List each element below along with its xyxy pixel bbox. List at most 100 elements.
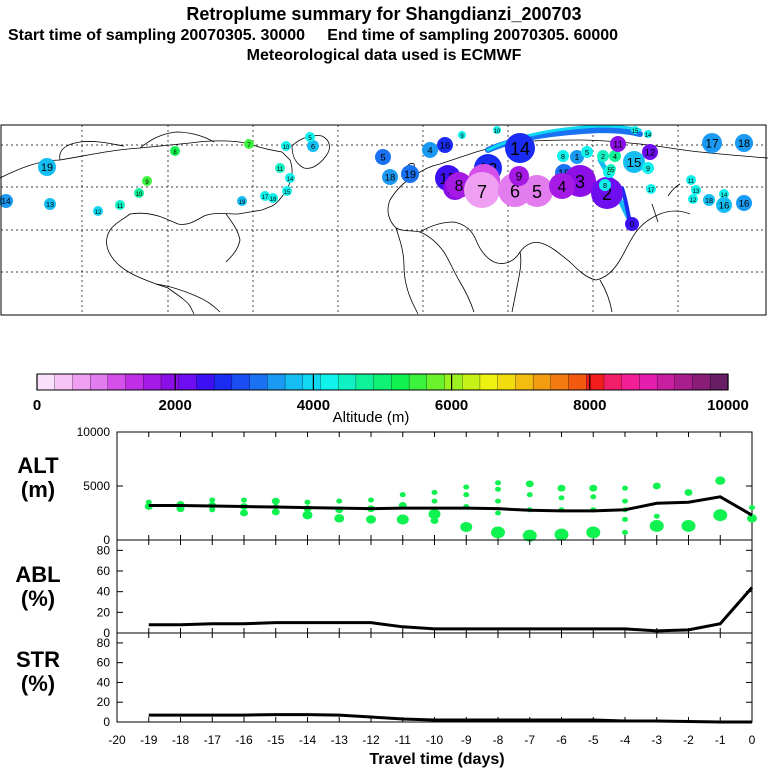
trajectory-label: 16 <box>440 141 451 152</box>
chart-title: Retroplume summary for Shangdianzi_20070… <box>186 4 582 24</box>
trajectory-label: 14 <box>287 177 294 183</box>
trajectory-marker <box>307 140 319 152</box>
trajectory-marker <box>38 158 56 176</box>
trajectory-label: 2 <box>601 152 605 161</box>
trajectory-marker <box>401 165 419 183</box>
trajectory-label: 14 <box>721 193 728 199</box>
trajectory-marker <box>505 133 535 163</box>
trajectory-label: 14 <box>1 196 11 206</box>
trajectory-label: 5 <box>585 148 589 157</box>
trajectory-marker <box>458 131 466 139</box>
trajectory-marker <box>686 175 696 185</box>
trajectory-marker <box>134 188 144 198</box>
trajectory-label: 17 <box>262 195 269 201</box>
trajectory-label: 15 <box>627 155 642 170</box>
trajectory-label: 10 <box>283 145 290 151</box>
trajectory-label: 15 <box>632 129 639 135</box>
trajectory-marker <box>646 184 656 194</box>
trajectory-marker <box>464 172 500 208</box>
trajectory-label: 6 <box>510 182 520 202</box>
trajectory-label: 13 <box>46 200 54 209</box>
trajectory-label: 8 <box>603 181 607 190</box>
trajectory-marker <box>606 164 616 174</box>
trajectory-marker <box>581 146 593 158</box>
trajectory-label: 9 <box>646 164 650 173</box>
trajectory-marker <box>610 136 626 152</box>
trajectory-marker <box>557 150 569 162</box>
trajectory-label: 7 <box>247 143 251 149</box>
trajectory-marker <box>625 217 639 231</box>
trajectory-marker <box>688 194 698 204</box>
trajectory-label: 12 <box>95 210 102 216</box>
trajectory-label: 11 <box>277 167 284 173</box>
trajectory-label: 14 <box>645 133 652 139</box>
trajectory-marker <box>285 173 295 183</box>
trajectory-label: 1 <box>575 152 580 162</box>
trajectory-labels: 1914131211109871065518191114151719181641… <box>0 126 753 231</box>
trajectory-marker <box>570 150 584 164</box>
trajectory-marker <box>691 185 701 195</box>
trajectory-label: 11 <box>688 179 695 185</box>
coastlines <box>0 131 768 315</box>
trajectory-marker <box>549 173 575 199</box>
trajectory-marker <box>736 195 752 211</box>
trajectory-label: 8 <box>173 150 177 156</box>
trajectory-marker <box>735 134 753 152</box>
trajectory-label: 11 <box>613 140 623 151</box>
sampling-time-line: Start time of sampling 20070305. 30000 E… <box>8 27 619 44</box>
trajectory-marker <box>719 189 729 199</box>
trajectory-marker <box>437 137 453 153</box>
trajectory-label: 8 <box>561 152 565 161</box>
trajectory-marker <box>642 144 658 160</box>
trajectory-marker <box>623 151 645 173</box>
trajectory-label: 16 <box>719 201 730 212</box>
trajectory-marker <box>609 150 621 162</box>
trajectory-label: 13 <box>693 189 700 195</box>
trajectory-label: 18 <box>270 197 277 203</box>
trajectory-label: 19 <box>404 169 416 181</box>
trajectory-marker <box>275 163 285 173</box>
trajectory-label: 6 <box>311 142 315 151</box>
trajectory-marker <box>509 166 529 186</box>
trajectory-label: 5 <box>380 153 385 164</box>
trajectory-label: 4 <box>613 152 617 161</box>
trajectory-label: 19 <box>239 200 246 206</box>
trajectory-marker <box>631 126 639 134</box>
trajectory-marker <box>703 194 715 206</box>
trajectory-label: 9 <box>516 170 523 184</box>
trajectory-label: 4 <box>558 179 567 196</box>
trajectory-label: 0 <box>630 219 635 229</box>
trajectory-marker <box>93 206 103 216</box>
trajectory-label: 10 <box>136 192 143 198</box>
trajectory-label: 8 <box>455 178 464 195</box>
trajectory-label: 5 <box>532 182 542 202</box>
trajectory-label: 9 <box>145 180 149 186</box>
trajectory-marker <box>305 132 315 142</box>
trajectory-label: 5 <box>308 136 312 142</box>
met-data-line: Meteorological data used is ECMWF <box>246 47 522 64</box>
trajectory-marker <box>268 193 278 203</box>
trajectory-label: 2 <box>602 184 612 204</box>
trajectory-label: 7 <box>477 182 487 202</box>
trajectory-marker <box>642 162 654 174</box>
trajectory-label: 12 <box>645 148 656 159</box>
trajectory-label: 15 <box>284 190 291 196</box>
trajectory-marker <box>244 139 254 149</box>
trajectory-label: 12 <box>690 198 697 204</box>
trajectory-label: 55 <box>608 168 615 174</box>
trajectory-label: 10 <box>494 129 501 135</box>
trajectory-marker <box>599 179 611 191</box>
trajectory-marker <box>716 197 732 213</box>
trajectory-marker <box>115 200 125 210</box>
trajectory-label: 18 <box>705 196 713 205</box>
trajectory-marker <box>237 196 247 206</box>
trajectory-label: 9 <box>460 134 464 140</box>
trajectory-marker <box>260 191 270 201</box>
trajectory-marker <box>44 198 56 210</box>
trajectory-marker <box>644 130 652 138</box>
trajectory-marker <box>422 142 438 158</box>
trajectory-label: 17 <box>705 137 719 151</box>
trajectory-marker <box>282 186 292 196</box>
trajectory-marker <box>521 175 553 207</box>
trajectory-marker <box>170 146 180 156</box>
